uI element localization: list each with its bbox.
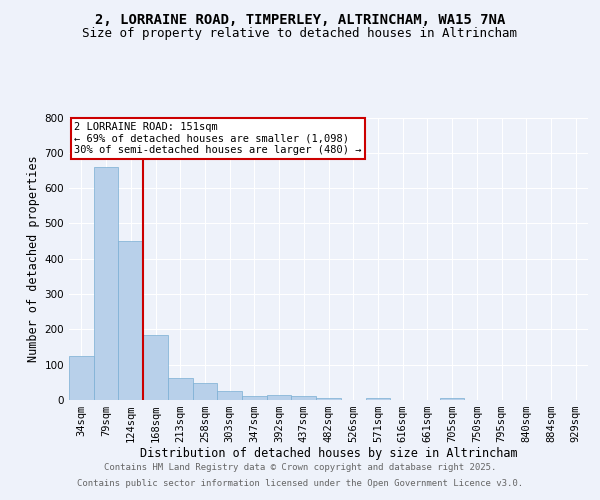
Bar (316, 398, 341, 400)
Bar (69, 356, 94, 400)
Text: Contains HM Land Registry data © Crown copyright and database right 2025.: Contains HM Land Registry data © Crown c… (104, 464, 496, 472)
Text: 2, LORRAINE ROAD, TIMPERLEY, ALTRINCHAM, WA15 7NA: 2, LORRAINE ROAD, TIMPERLEY, ALTRINCHAM,… (95, 12, 505, 26)
Bar (242, 396, 267, 400)
Bar (143, 334, 168, 400)
Bar (193, 383, 217, 400)
Text: 2 LORRAINE ROAD: 151sqm
← 69% of detached houses are smaller (1,098)
30% of semi: 2 LORRAINE ROAD: 151sqm ← 69% of detache… (74, 122, 362, 155)
Bar (292, 396, 316, 400)
Bar (365, 398, 390, 400)
Text: Contains public sector information licensed under the Open Government Licence v3: Contains public sector information licen… (77, 478, 523, 488)
Bar (440, 398, 464, 400)
Bar (168, 378, 193, 400)
Text: Size of property relative to detached houses in Altrincham: Size of property relative to detached ho… (83, 28, 517, 40)
X-axis label: Distribution of detached houses by size in Altrincham: Distribution of detached houses by size … (140, 446, 517, 460)
Bar (217, 391, 242, 400)
Y-axis label: Number of detached properties: Number of detached properties (28, 156, 40, 362)
Bar (118, 241, 143, 400)
Bar (94, 167, 118, 400)
Bar (267, 396, 292, 400)
